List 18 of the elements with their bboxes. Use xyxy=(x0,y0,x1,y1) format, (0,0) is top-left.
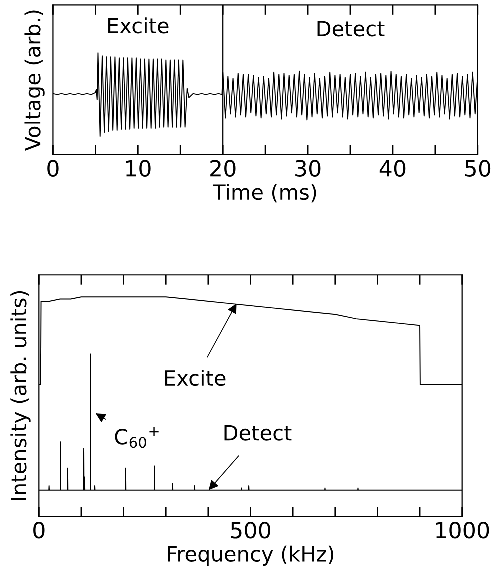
annotation: Excite xyxy=(165,370,226,386)
x-tick-label: 0 xyxy=(34,522,45,539)
x-axis-title: Time (ms) xyxy=(213,184,316,203)
x-tick-label: 1000 xyxy=(436,522,490,539)
text: Excite xyxy=(108,18,169,34)
x-axis-title: Frequency (kHz) xyxy=(168,546,334,566)
x-tick-label: 0 xyxy=(48,160,59,177)
x-tick-label: 500 xyxy=(231,522,270,539)
text: Detect xyxy=(318,21,385,37)
x-tick-label: 40 xyxy=(380,160,406,177)
y-axis-title: Voltage (arb.) xyxy=(24,10,45,151)
annotation: Detect xyxy=(224,425,292,441)
x-tick-label: 20 xyxy=(210,160,236,177)
x-tick-label: 50 xyxy=(465,160,491,177)
y-axis-title: Intensity (arb. units) xyxy=(10,291,31,500)
x-tick-label: 30 xyxy=(296,160,321,177)
annotation: C$_{60}$$^{+}$ xyxy=(115,427,159,448)
x-tick-label: 10 xyxy=(126,160,151,177)
